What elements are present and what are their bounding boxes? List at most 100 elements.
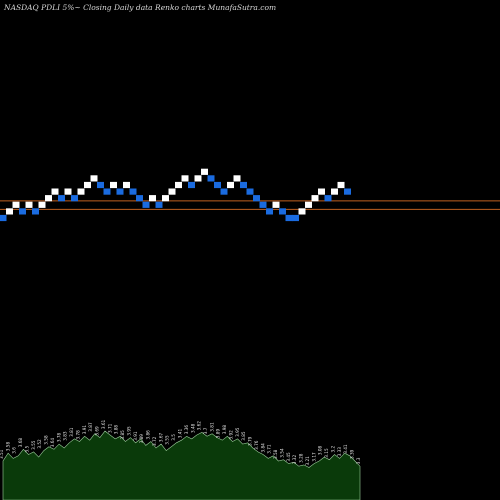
volume-value-label: 3.95 (235, 427, 240, 437)
renko-brick (19, 208, 26, 215)
volume-value-label: 3.3 (356, 457, 361, 464)
renko-brick (103, 188, 111, 195)
renko-brick (207, 175, 215, 182)
volume-value-label: 3.21 (305, 456, 310, 466)
volume-value-label: 3.36 (184, 425, 189, 435)
renko-brick (129, 188, 137, 195)
volume-value-label: 3.41 (178, 429, 183, 439)
renko-brick (110, 181, 117, 189)
renko-brick (318, 188, 325, 195)
volume-value-label: 3.54 (280, 448, 285, 458)
volume-value-label: 3.92 (229, 430, 234, 440)
volume-area (2, 430, 361, 500)
brick-size-label: 5% (62, 3, 75, 12)
renko-brick (116, 188, 124, 195)
renko-brick (90, 175, 98, 182)
volume-value-label: 3.58 (44, 435, 49, 445)
renko-brick (155, 201, 163, 208)
renko-brick (25, 201, 33, 208)
volume-value-label: 3.52 (37, 439, 42, 449)
volume-value-label: 3.55 (31, 440, 36, 450)
renko-brick (331, 188, 338, 195)
volume-value-label: 3.91 (82, 425, 87, 435)
renko-brick (253, 195, 260, 202)
volume-value-label: 3.85 (120, 430, 125, 440)
renko-brick (220, 188, 228, 195)
volume-value-label: 3.78 (76, 430, 81, 440)
volume-value-label: 3.86 (146, 430, 151, 440)
charts-word: charts (181, 3, 206, 12)
volume-value-label: 3.6 (12, 447, 17, 454)
renko-brick (233, 175, 241, 182)
renko-brick (194, 175, 202, 182)
renko-brick (259, 201, 267, 208)
volume-value-label: 3.83 (63, 431, 68, 441)
volume-value-label: 3.91 (133, 431, 138, 441)
reference-lines (0, 200, 500, 210)
renko-brick (240, 181, 247, 189)
renko-brick (162, 195, 169, 202)
renko-brick (227, 181, 234, 189)
volume-value-label: 3.55 (165, 435, 170, 445)
renko-brick (344, 188, 351, 195)
data-caption: Closing Daily data (83, 3, 153, 12)
renko-brick (292, 214, 299, 222)
volume-value-label: 3.95 (127, 426, 132, 436)
renko-brick (64, 188, 72, 195)
volume-value-label: 3.76 (254, 440, 259, 450)
chart-header: NASDAQ PDLI 5%~ Closing Daily data Renko… (4, 3, 276, 12)
renko-brick (6, 208, 13, 215)
renko-brick (298, 208, 306, 215)
renko-brick (38, 201, 46, 208)
volume-value-label: 3.81 (69, 427, 74, 437)
renko-brick (123, 181, 130, 189)
renko-brick (149, 195, 156, 202)
chart-type-label: Renko (155, 3, 180, 12)
renko-brick (311, 195, 319, 202)
renko-brick (188, 181, 195, 189)
volume-value-label: 3.89 (216, 429, 221, 439)
renko-brick (246, 188, 254, 195)
volume-value-label: 3.51 (0, 449, 4, 459)
volume-value-label: 3.32 (292, 455, 297, 465)
renko-brick (324, 195, 332, 202)
volume-value-label: 3.58 (5, 442, 10, 452)
volume-value-label: 3.17 (311, 452, 316, 462)
trend-glyph: ~ (74, 3, 81, 12)
volume-value-label: 3.62 (197, 421, 202, 431)
renko-brick (51, 188, 59, 195)
volume-value-label: 3.89 (139, 434, 144, 444)
renko-brick (0, 214, 7, 222)
volume-value-label: 3.71 (267, 444, 272, 454)
renko-brick (201, 168, 208, 175)
volume-value-label: 3.39 (350, 449, 355, 459)
brand-label: MunafaSutra.com (207, 3, 277, 12)
volume-value-label: 3.41 (343, 444, 348, 454)
renko-brick (84, 181, 91, 189)
volume-value-label: 3.45 (286, 452, 291, 462)
renko-brick (97, 181, 104, 189)
renko-brick (181, 175, 189, 182)
volume-value-label: 3.61 (101, 419, 106, 429)
renko-brick (214, 181, 221, 189)
volume-value-label: 3.7 (203, 427, 208, 434)
renko-bricks (0, 168, 351, 222)
volume-value-label: 3.5 (25, 446, 30, 453)
volume-value-label: 3.68 (18, 438, 23, 448)
renko-brick (285, 214, 293, 222)
renko-brick (12, 201, 20, 208)
volume-value-label: 3.64 (50, 438, 55, 448)
renko-brick (45, 195, 52, 202)
renko-brick (175, 181, 182, 189)
volume-value-label: 3.48 (190, 423, 195, 433)
volume-value-label: 3.85 (241, 431, 246, 441)
volume-value-label: 3.88 (114, 425, 119, 435)
volume-value-label: 3.87 (88, 422, 93, 432)
renko-brick (58, 195, 65, 202)
volume-value-label: 3.28 (299, 453, 304, 463)
volume-labels: 3.513.58 3.63.683.5 3.55 3.52 3.58 3.643.78 3.… (0, 419, 361, 465)
volume-value-label: 3.08 (318, 445, 323, 455)
volume-value-label: 3.58 (273, 449, 278, 459)
renko-brick (168, 188, 176, 195)
